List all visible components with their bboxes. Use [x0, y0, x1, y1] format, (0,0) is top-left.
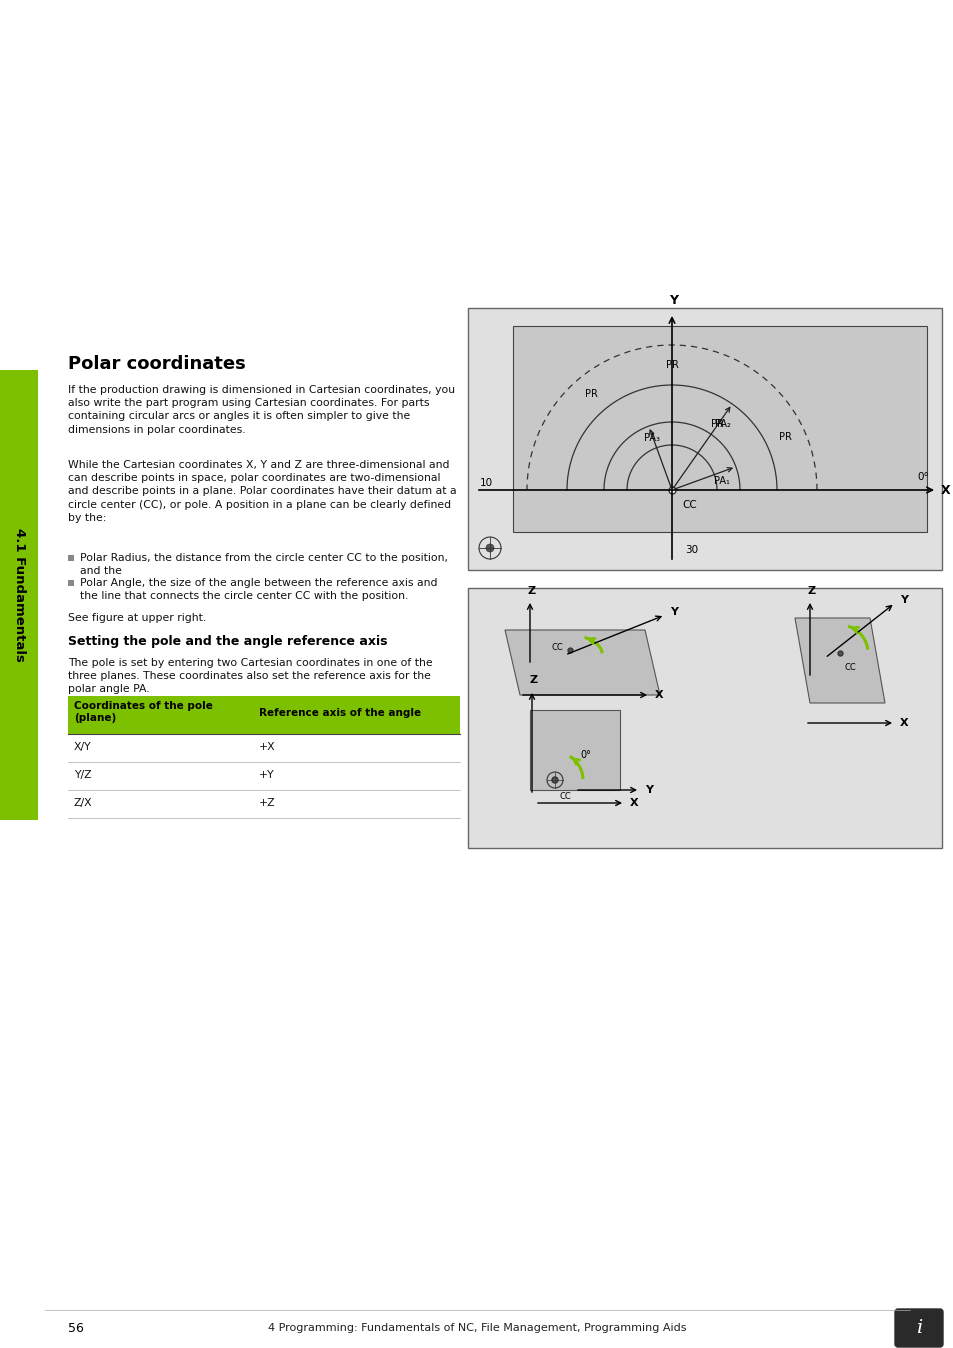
Text: Z: Z — [807, 586, 815, 596]
Text: Y: Y — [644, 785, 652, 795]
Text: Reference axis of the angle: Reference axis of the angle — [258, 708, 420, 718]
Text: While the Cartesian coordinates X, Y and Z are three-dimensional and
can describ: While the Cartesian coordinates X, Y and… — [68, 460, 456, 523]
Text: 10: 10 — [479, 479, 493, 488]
Text: 4 Programming: Fundamentals of NC, File Management, Programming Aids: 4 Programming: Fundamentals of NC, File … — [268, 1322, 685, 1333]
Text: CC: CC — [559, 793, 571, 801]
FancyBboxPatch shape — [894, 1309, 942, 1347]
Text: +Y: +Y — [258, 770, 274, 780]
Text: If the production drawing is dimensioned in Cartesian coordinates, you
also writ: If the production drawing is dimensioned… — [68, 386, 455, 434]
Text: X/Y: X/Y — [74, 741, 91, 752]
Text: X: X — [655, 690, 663, 700]
Text: 4.1 Fundamentals: 4.1 Fundamentals — [12, 528, 26, 662]
Text: 30: 30 — [684, 545, 698, 555]
Text: PR: PR — [711, 419, 723, 430]
Text: Z: Z — [529, 675, 537, 685]
Text: +X: +X — [258, 741, 275, 752]
Bar — [68, 555, 74, 561]
Text: PR: PR — [778, 433, 791, 442]
Text: X: X — [940, 484, 949, 496]
Bar — [468, 307, 941, 570]
Text: CC: CC — [844, 663, 856, 673]
Text: Y: Y — [669, 607, 678, 617]
Bar — [0, 369, 38, 820]
Text: Coordinates of the pole
(plane): Coordinates of the pole (plane) — [74, 701, 213, 724]
Text: 0°: 0° — [579, 749, 590, 760]
Text: Y/Z: Y/Z — [74, 770, 91, 780]
Polygon shape — [530, 710, 619, 790]
Text: 0°: 0° — [916, 472, 928, 483]
Polygon shape — [504, 630, 659, 696]
Text: X: X — [899, 718, 907, 728]
Text: PA₁: PA₁ — [713, 476, 729, 485]
Circle shape — [485, 545, 494, 551]
Text: Z: Z — [527, 586, 536, 596]
Text: See figure at upper right.: See figure at upper right. — [68, 613, 206, 623]
Text: CC: CC — [552, 643, 563, 651]
Polygon shape — [794, 617, 884, 704]
Text: +Z: +Z — [258, 798, 275, 807]
Text: PR: PR — [584, 390, 598, 399]
Bar — [68, 696, 459, 735]
Text: i: i — [915, 1318, 922, 1337]
Text: CC: CC — [681, 500, 696, 510]
Text: X: X — [629, 798, 638, 807]
Circle shape — [552, 776, 558, 783]
Bar — [68, 580, 74, 586]
Text: Setting the pole and the angle reference axis: Setting the pole and the angle reference… — [68, 635, 387, 648]
Text: Polar Angle, the size of the angle between the reference axis and
the line that : Polar Angle, the size of the angle betwe… — [80, 578, 437, 601]
Text: PA₃: PA₃ — [643, 434, 659, 443]
Text: 56: 56 — [68, 1321, 84, 1335]
Text: PR: PR — [665, 360, 678, 369]
Bar — [513, 326, 926, 532]
Bar — [468, 588, 941, 848]
Text: Y: Y — [899, 594, 907, 605]
Text: The pole is set by entering two Cartesian coordinates in one of the
three planes: The pole is set by entering two Cartesia… — [68, 658, 432, 694]
Text: Polar coordinates: Polar coordinates — [68, 355, 246, 373]
Text: Polar Radius, the distance from the circle center CC to the position,
and the: Polar Radius, the distance from the circ… — [80, 553, 448, 576]
Text: Y: Y — [669, 294, 678, 307]
Text: Z/X: Z/X — [74, 798, 92, 807]
Text: PA₂: PA₂ — [715, 419, 730, 429]
